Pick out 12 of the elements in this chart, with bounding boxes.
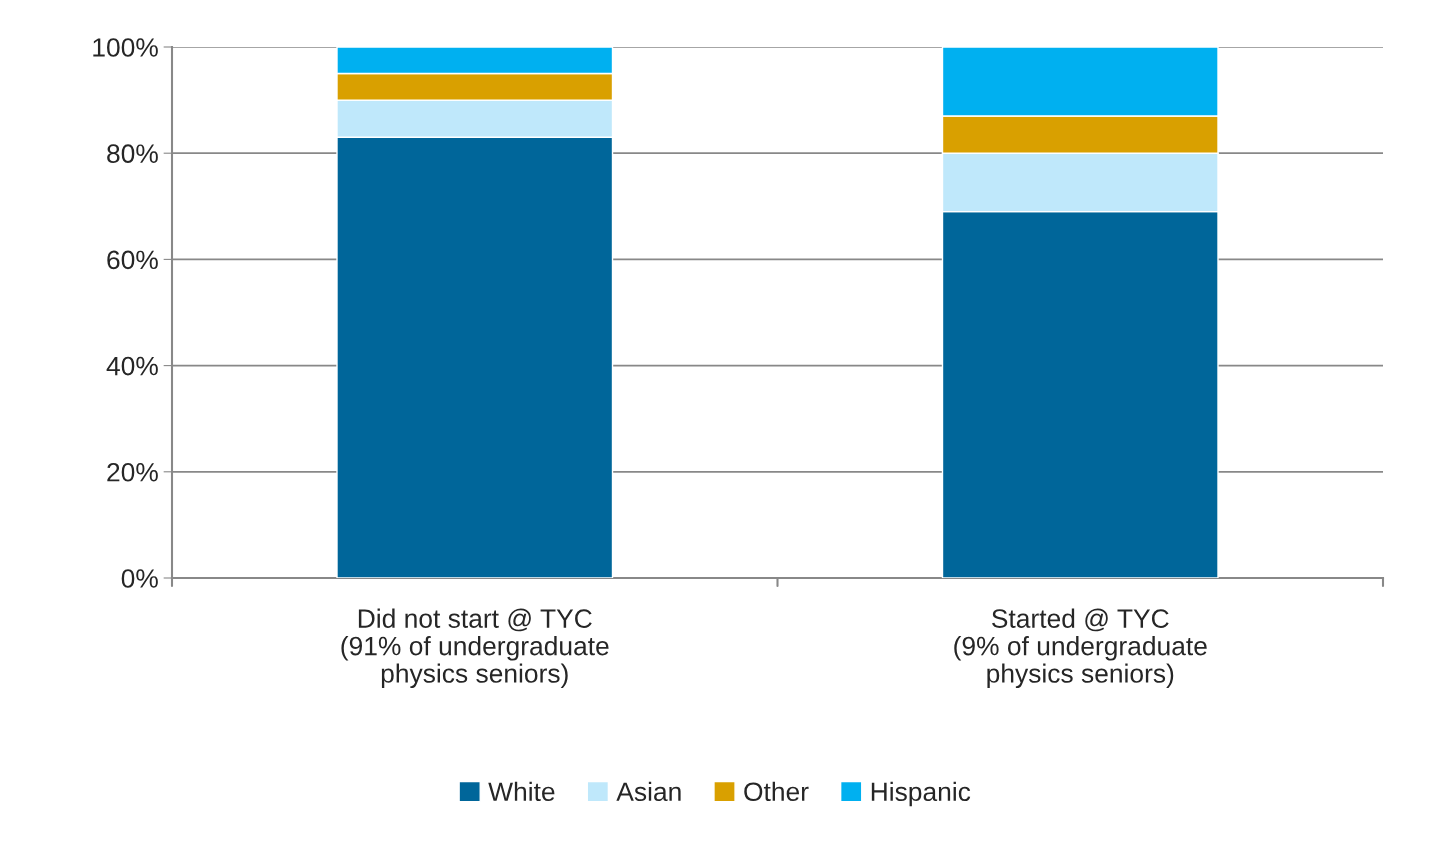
y-tick-label: 0% <box>121 569 158 588</box>
y-tick-label: 60% <box>107 250 158 270</box>
x-tick-label: Started @ TYC (9% of undergraduate physics seniors) <box>954 608 1207 689</box>
y-tick-label: 40% <box>106 356 158 376</box>
y-tick-label: 20% <box>107 462 158 482</box>
x-tick-label: Did not start @ TYC (91% of undergraduate physics seniors) <box>341 608 609 689</box>
legend-label: White <box>488 781 555 802</box>
legend-label: Hispanic <box>871 781 971 807</box>
y-tick-label: 80% <box>107 144 158 164</box>
legend-label: Other <box>744 781 809 802</box>
legend-label: Asian <box>616 781 681 802</box>
y-tick-label: 100% <box>93 38 158 57</box>
